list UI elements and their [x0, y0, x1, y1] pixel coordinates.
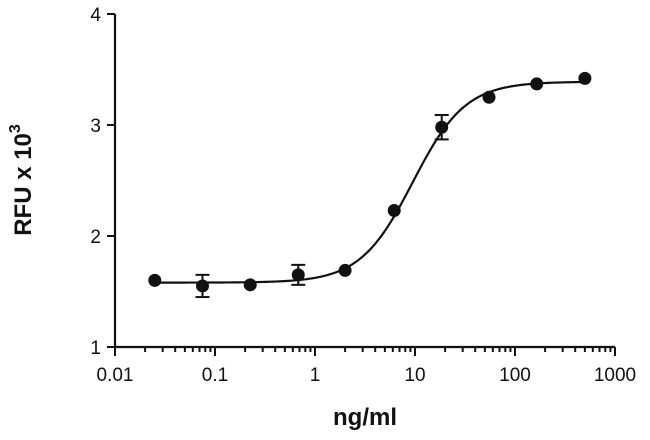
- y-axis-title-superscript: 3: [7, 124, 24, 133]
- x-axis-title: ng/ml: [333, 404, 397, 431]
- x-tick-label: 0.1: [202, 365, 228, 386]
- data-points: [148, 71, 592, 293]
- x-tick-label: 1: [310, 365, 321, 386]
- data-point: [578, 71, 592, 85]
- x-tick-label: 1000: [594, 365, 636, 386]
- data-point: [338, 263, 352, 277]
- data-point: [291, 268, 305, 282]
- data-point: [196, 279, 210, 293]
- data-point: [243, 278, 257, 292]
- x-tick-label: 10: [404, 365, 425, 386]
- fit-curve: [154, 80, 585, 284]
- data-point: [148, 273, 162, 287]
- data-point: [482, 90, 496, 104]
- data-point: [530, 77, 544, 91]
- y-tick-label: 3: [90, 116, 101, 137]
- y-tick-label: 1: [90, 338, 101, 359]
- x-axis: 0.01 0.1 1 10 100 1000: [97, 345, 636, 386]
- data-point: [435, 120, 449, 134]
- y-axis: 1 2 3 4: [90, 5, 117, 359]
- y-tick-label: 4: [90, 5, 101, 26]
- y-axis-title: RFU x 103: [7, 124, 37, 236]
- x-tick-label: 0.01: [97, 365, 134, 386]
- x-tick-label: 100: [499, 365, 531, 386]
- y-axis-title-text: RFU x 10: [10, 133, 37, 236]
- data-point: [387, 203, 401, 217]
- error-bars: [195, 114, 449, 299]
- y-tick-label: 2: [90, 227, 101, 248]
